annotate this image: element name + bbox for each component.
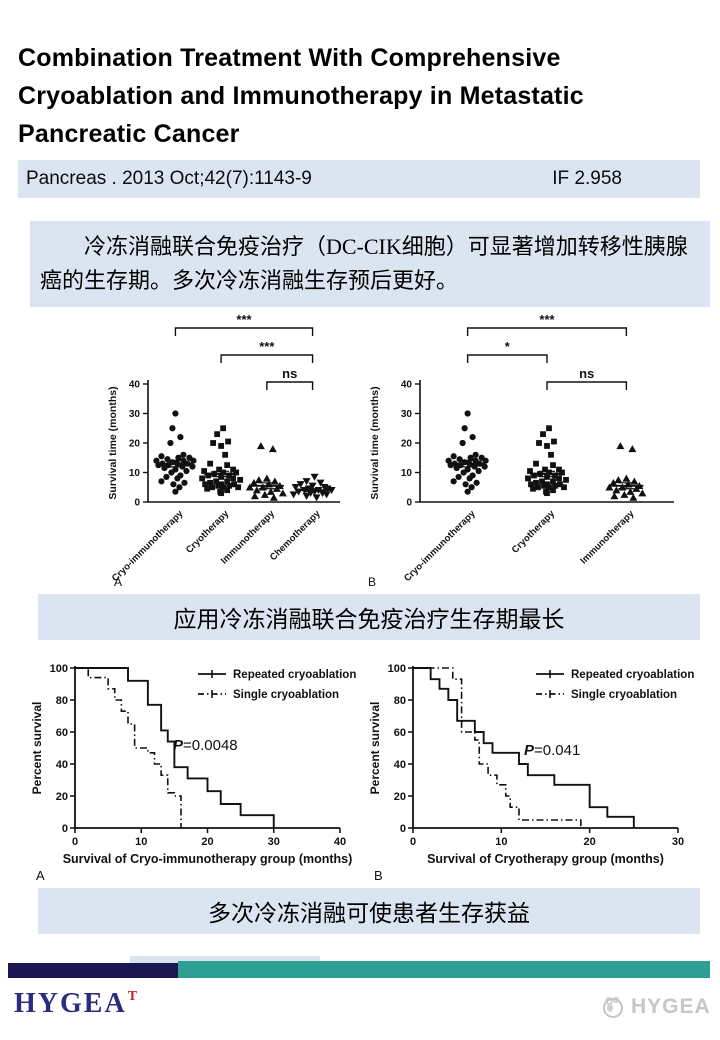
svg-text:Survival of Cryo-immunotherapy: Survival of Cryo-immunotherapy group (mo… <box>63 852 353 866</box>
svg-text:*: * <box>505 339 511 354</box>
svg-text:Percent survival: Percent survival <box>368 702 382 795</box>
svg-text:10: 10 <box>495 836 507 848</box>
scatter-caption: 应用冷冻消融联合免疫治疗生存期最长 <box>38 594 700 640</box>
summary-text: 冷冻消融联合免疫治疗（DC-CIK细胞）可显著增加转移性胰腺癌的生存期。多次冷冻… <box>40 234 688 293</box>
svg-text:Cryo-immunotherapy: Cryo-immunotherapy <box>110 508 186 584</box>
hygea-watermark-icon <box>603 997 623 1018</box>
svg-text:0: 0 <box>406 498 412 509</box>
svg-text:P=0.0048: P=0.0048 <box>173 737 238 754</box>
svg-text:10: 10 <box>401 468 413 479</box>
svg-text:60: 60 <box>394 727 406 739</box>
summary-box: 冷冻消融联合免疫治疗（DC-CIK细胞）可显著增加转移性胰腺癌的生存期。多次冷冻… <box>30 221 710 307</box>
scatter-caption-text: 应用冷冻消融联合免疫治疗生存期最长 <box>173 607 565 632</box>
svg-text:40: 40 <box>401 380 413 391</box>
svg-text:Single cryoablation: Single cryoablation <box>233 689 339 701</box>
scatter-chart-a: 0 10 20 30 40 Survival time (months) Cryo-immu… <box>107 314 340 589</box>
scatter-chart-b: 0 10 20 30 40 Survival time (months) Cryo-immu… <box>368 314 674 589</box>
svg-text:40: 40 <box>129 380 141 391</box>
hygea-watermark: HYGEA <box>600 994 711 1020</box>
page-title: Combination Treatment With Comprehensive… <box>18 43 584 148</box>
svg-text:A: A <box>36 868 45 883</box>
svg-text:10: 10 <box>129 468 141 479</box>
svg-text:0: 0 <box>400 823 406 835</box>
svg-text:30: 30 <box>268 836 280 848</box>
svg-text:B: B <box>368 575 376 589</box>
svg-text:ns: ns <box>579 366 594 381</box>
km-chart-a: 0 20 40 60 80 100 0 10 20 30 40 Percent survival Rep… <box>30 663 356 883</box>
svg-text:0: 0 <box>134 498 140 509</box>
svg-text:Immunotherapy: Immunotherapy <box>578 508 637 567</box>
svg-text:100: 100 <box>388 663 406 675</box>
hygea-logo-text: HYGEA <box>14 988 127 1019</box>
svg-text:Single cryoablation: Single cryoablation <box>571 689 677 701</box>
km-caption-text: 多次冷冻消融可使患者生存获益 <box>208 901 530 926</box>
svg-text:Survival time (months): Survival time (months) <box>369 386 381 499</box>
svg-text:Percent survival: Percent survival <box>30 702 44 795</box>
citation-bar: Pancreas . 2013 Oct;42(7):1143-9 IF 2.95… <box>18 160 700 198</box>
svg-text:60: 60 <box>56 727 68 739</box>
svg-text:80: 80 <box>394 695 406 707</box>
footer-bar-teal <box>178 961 710 978</box>
citation-source: Pancreas . 2013 Oct;42(7):1143-9 <box>26 168 312 189</box>
svg-text:ns: ns <box>282 366 297 381</box>
svg-text:P=0.041: P=0.041 <box>524 742 580 759</box>
svg-text:10: 10 <box>135 836 147 848</box>
km-chart-b: 0 20 40 60 80 100 0 10 20 30 Percent survival Repea… <box>368 663 694 883</box>
svg-text:40: 40 <box>334 836 346 848</box>
svg-text:20: 20 <box>201 836 213 848</box>
svg-text:Survival time (months): Survival time (months) <box>107 386 119 499</box>
svg-text:30: 30 <box>401 409 413 420</box>
svg-text:40: 40 <box>394 759 406 771</box>
svg-text:20: 20 <box>584 836 596 848</box>
svg-text:Cryotherapy: Cryotherapy <box>510 508 558 556</box>
svg-text:Cryo-immunotherapy: Cryo-immunotherapy <box>402 508 478 584</box>
svg-text:***: *** <box>539 314 555 327</box>
svg-text:20: 20 <box>394 791 406 803</box>
svg-text:***: *** <box>236 314 252 327</box>
svg-text:***: *** <box>259 339 275 354</box>
svg-text:0: 0 <box>62 823 68 835</box>
svg-text:B: B <box>374 868 383 883</box>
svg-text:0: 0 <box>410 836 416 848</box>
svg-text:Cryotherapy: Cryotherapy <box>184 508 232 556</box>
svg-text:Repeated cryoablation: Repeated cryoablation <box>233 669 356 681</box>
svg-text:100: 100 <box>50 663 68 675</box>
svg-text:80: 80 <box>56 695 68 707</box>
svg-text:20: 20 <box>401 439 413 450</box>
svg-text:Survival of Cryotherapy group: Survival of Cryotherapy group (months) <box>427 852 664 866</box>
svg-text:Repeated cryoablation: Repeated cryoablation <box>571 669 694 681</box>
hygea-watermark-text: HYGEA <box>631 995 711 1018</box>
footer-accent-sliver <box>130 956 320 963</box>
svg-text:30: 30 <box>672 836 684 848</box>
svg-text:30: 30 <box>129 409 141 420</box>
km-caption: 多次冷冻消融可使患者生存获益 <box>38 888 700 934</box>
svg-text:0: 0 <box>72 836 78 848</box>
hygea-logo: HYGEAT <box>14 988 138 1020</box>
footer-bar-navy <box>8 963 178 978</box>
hygea-logo-mark: T <box>127 988 138 1004</box>
svg-text:20: 20 <box>56 791 68 803</box>
svg-text:20: 20 <box>129 439 141 450</box>
svg-text:A: A <box>114 575 122 589</box>
svg-text:40: 40 <box>56 759 68 771</box>
impact-factor: IF 2.958 <box>552 168 622 189</box>
